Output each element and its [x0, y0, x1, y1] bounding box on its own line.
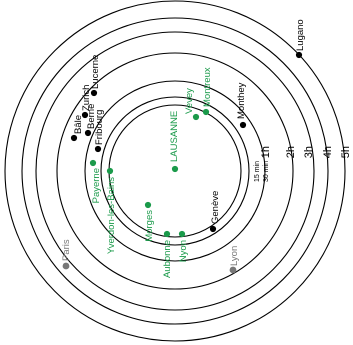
city-dot-vevey — [192, 113, 200, 121]
rings-layer — [4, 0, 346, 342]
city-label-fribourg: Fribourg — [94, 110, 105, 145]
ring-labels-layer: 15 min 30 min 1h 2h 3h 4h 5h — [254, 146, 352, 182]
city-label-payerne: Payerne — [91, 168, 102, 203]
ring-circle-2 — [100, 96, 250, 246]
city-label-geneve: Genève — [210, 191, 221, 224]
city-dot-aubonne — [163, 230, 171, 238]
city-dot-geneve — [209, 225, 217, 233]
city-dot-paris — [62, 262, 70, 270]
ring-circle-7 — [4, 0, 346, 342]
ring-circle-6 — [21, 17, 329, 325]
city-label-lausanne: LAUSANNE — [169, 111, 180, 162]
city-label-monthey: Monthey — [236, 82, 247, 119]
ring-circle-3 — [84, 80, 266, 262]
ring-label-1: 15 min — [254, 161, 261, 182]
city-label-zurich: Zurich — [81, 85, 92, 111]
cities-layer: LAUSANNE Vevey Montreux Monthey Lugano Lucern… — [61, 19, 306, 278]
ring-label-5: 3h — [303, 146, 315, 158]
ring-label-6: 4h — [322, 146, 334, 158]
city-label-morges: Morges — [144, 210, 155, 242]
city-label-paris: Paris — [61, 239, 72, 261]
city-label-yverdon-les-bains: Yverdon-les-Bains — [106, 177, 117, 254]
city-dot-lyon — [229, 266, 237, 274]
city-dot-bale — [70, 134, 78, 142]
ring-label-7: 5h — [340, 146, 352, 158]
city-dot-payerne — [89, 159, 97, 167]
city-dot-montreux — [202, 108, 210, 116]
ring-label-3: 1h — [260, 146, 272, 158]
city-dot-monthey — [239, 121, 247, 129]
ring-circle-5 — [35, 31, 315, 311]
city-label-aubonne: Aubonne — [162, 240, 173, 278]
city-label-lugano: Lugano — [295, 19, 306, 51]
city-label-montreux: Montreux — [202, 67, 213, 107]
city-dot-berne — [84, 129, 92, 137]
ring-label-4: 2h — [285, 146, 297, 158]
city-dot-lugano — [295, 51, 303, 59]
city-label-bale: Bâle — [73, 115, 84, 134]
ring-label-2: 30 min — [263, 161, 270, 182]
city-dot-fribourg — [94, 145, 102, 153]
ring-circle-4 — [56, 52, 294, 290]
city-dot-lucerne — [90, 89, 98, 97]
city-dot-lausanne — [171, 165, 179, 173]
city-label-nyon: Nyon — [178, 240, 189, 262]
city-dot-zurich — [81, 111, 89, 119]
city-dot-morges — [144, 201, 152, 209]
city-dot-yverdon-les-bains — [106, 167, 114, 175]
city-label-berne: Berne — [86, 104, 97, 129]
city-label-lyon: Lyon — [229, 246, 240, 266]
city-label-vevey: Vevey — [184, 88, 195, 114]
city-label-lucerne: Lucerne — [90, 55, 101, 89]
city-dot-nyon — [178, 230, 186, 238]
